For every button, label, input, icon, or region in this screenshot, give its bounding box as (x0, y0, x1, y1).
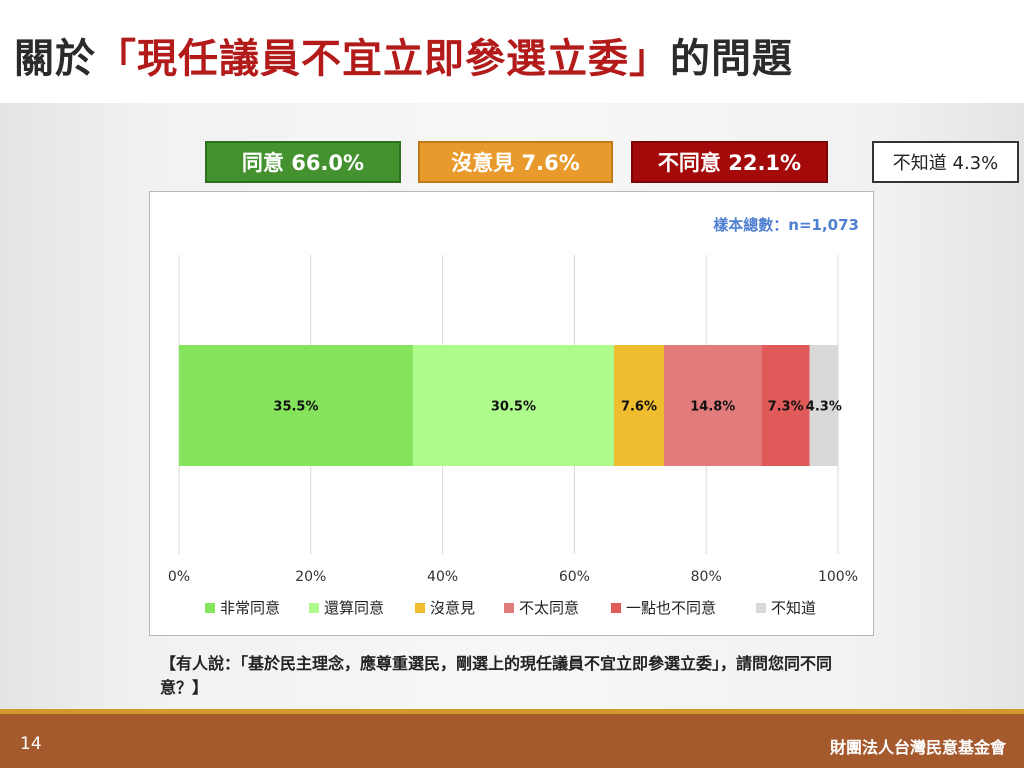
page-number: 14 (20, 734, 42, 754)
data-label: 30.5% (491, 400, 536, 415)
x-tick-label: 20% (295, 569, 326, 585)
data-label: 35.5% (273, 400, 318, 415)
title-bar: 關於「現任議員不宜立即參選立委」的問題 (0, 0, 1024, 103)
survey-question: 【有人說：「基於民主理念，應尊重選民，剛選上的現任議員不宜立即參選立委」，請問您… (160, 654, 833, 697)
sample-size-note: 樣本總數：n=1,073 (713, 216, 859, 234)
legend-label: 一點也不同意 (626, 599, 716, 617)
summary-disagree-box: 不同意 22.1% (631, 141, 828, 183)
data-label: 7.3% (768, 400, 804, 415)
legend-swatch (205, 603, 215, 613)
bar-segment (809, 345, 838, 466)
x-tick-label: 100% (818, 569, 858, 585)
bar-segment (412, 345, 614, 466)
page-title: 關於「現任議員不宜立即參選立委」的問題 (14, 26, 793, 84)
summary-agree-box: 同意 66.0% (205, 141, 401, 183)
data-label: 4.3% (806, 400, 842, 415)
bar-segment (179, 345, 413, 466)
data-label: 14.8% (690, 400, 735, 415)
stacked-bar-chart: 0% 20% 40% 60% 80% 100% 樣本總數：n=1,073 35.5% 30.5%… (168, 216, 859, 617)
data-label: 7.6% (621, 400, 657, 415)
chart-panel: 0% 20% 40% 60% 80% 100% 樣本總數：n=1,073 35.5% 30.5%… (149, 191, 874, 636)
x-tick-label: 80% (691, 569, 722, 585)
legend-swatch (309, 603, 319, 613)
footer-bar: 14 財團法人台灣民意基金會 (0, 709, 1024, 768)
x-tick-label: 0% (168, 569, 190, 585)
legend-swatch (611, 603, 621, 613)
bar-segment (664, 345, 762, 466)
legend-label: 不太同意 (519, 599, 579, 617)
title-prefix: 關於 (14, 36, 96, 82)
legend-label: 非常同意 (220, 599, 280, 617)
legend-label: 沒意見 (430, 599, 475, 617)
legend-swatch (504, 603, 514, 613)
organization-name: 財團法人台灣民意基金會 (829, 738, 1006, 757)
legend-label: 還算同意 (324, 599, 384, 617)
title-suffix: 的問題 (670, 36, 793, 82)
title-highlight: 「現任議員不宜立即參選立委」 (96, 36, 670, 82)
x-tick-label: 60% (559, 569, 590, 585)
summary-neutral-box: 沒意見 7.6% (418, 141, 613, 183)
legend-swatch (756, 603, 766, 613)
x-tick-label: 40% (427, 569, 458, 585)
bar-segment (761, 345, 810, 466)
summary-unknown-box: 不知道 4.3% (872, 141, 1019, 183)
legend-swatch (415, 603, 425, 613)
legend-label: 不知道 (771, 599, 816, 617)
bar-segment (613, 345, 665, 466)
